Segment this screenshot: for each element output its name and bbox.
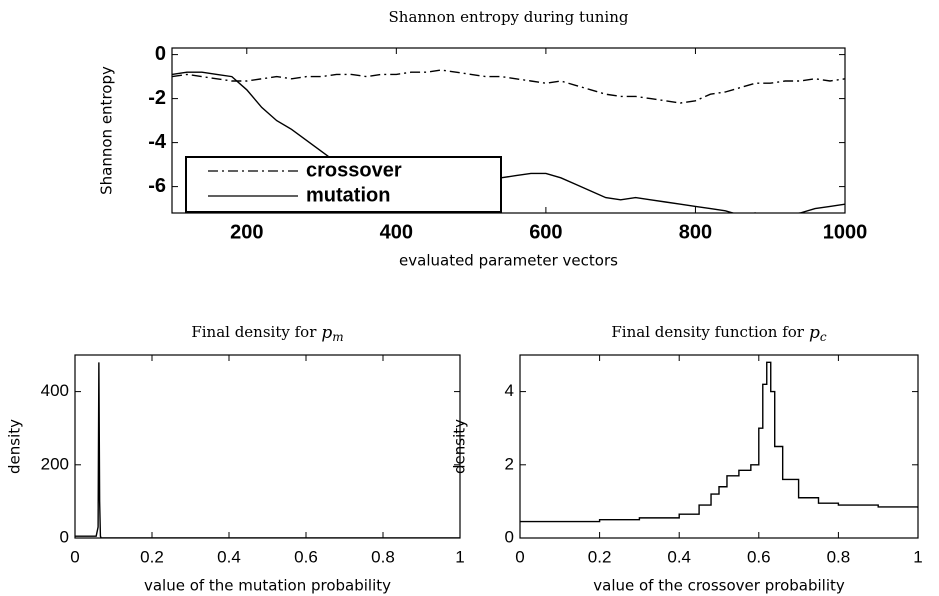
- y-tick-label: 200: [41, 454, 69, 473]
- x-tick-label: 0.4: [217, 547, 241, 566]
- legend-label: mutation: [306, 184, 390, 206]
- chart-title: Shannon entropy during tuning: [389, 8, 629, 26]
- x-tick-label: 0: [70, 547, 79, 566]
- y-axis-label: density: [6, 419, 24, 474]
- y-axis-label: Shannon entropy: [98, 66, 116, 195]
- x-tick-label: 0.4: [667, 547, 691, 566]
- series-line: [75, 362, 460, 538]
- x-tick-label: 0.2: [140, 547, 164, 566]
- title-symbol: p: [809, 323, 820, 343]
- series-line: [172, 71, 845, 213]
- title-subscript: c: [820, 330, 827, 344]
- x-axis-label: value of the mutation probability: [144, 577, 391, 595]
- title-text: Final density function for: [611, 323, 804, 341]
- plot-frame: [171, 47, 846, 214]
- x-tick-label: 0.8: [371, 547, 395, 566]
- x-tick-label: 0.8: [827, 547, 851, 566]
- x-tick-label: 1: [455, 547, 464, 566]
- title-text: Final density for: [191, 323, 317, 341]
- y-tick-label: 400: [41, 381, 69, 400]
- y-tick-label: -2: [148, 87, 166, 109]
- title-text: Shannon entropy during tuning: [389, 8, 629, 26]
- y-tick-label: -6: [148, 175, 166, 197]
- y-axis-label: density: [451, 419, 469, 474]
- x-tick-label: 0.6: [747, 547, 771, 566]
- x-tick-label: 0: [515, 547, 524, 566]
- x-tick-label: 0.2: [588, 547, 612, 566]
- legend-box: [185, 156, 502, 213]
- x-tick-label: 0.6: [294, 547, 318, 566]
- series-line: [172, 69, 845, 104]
- y-tick-label: -4: [148, 131, 167, 153]
- title-subscript: m: [332, 330, 343, 344]
- x-axis-label: value of the crossover probability: [593, 577, 845, 595]
- series-line: [520, 361, 918, 523]
- x-tick-label: 600: [529, 221, 562, 243]
- y-tick-label: 0: [155, 43, 166, 65]
- title-symbol: p: [321, 323, 332, 343]
- x-tick-label: 1000: [823, 221, 868, 243]
- x-axis-label: evaluated parameter vectors: [399, 252, 618, 270]
- legend-label: crossover: [306, 159, 402, 181]
- y-tick-label: 0: [60, 527, 69, 546]
- chart-title: Final density function for pc: [611, 323, 826, 344]
- y-tick-label: 2: [505, 454, 514, 473]
- x-tick-label: 400: [380, 221, 413, 243]
- x-tick-label: 1: [913, 547, 922, 566]
- x-tick-label: 800: [679, 221, 712, 243]
- chart-title: Final density for pm: [191, 323, 343, 344]
- x-tick-label: 200: [230, 221, 263, 243]
- plot-frame: [74, 354, 461, 539]
- y-tick-label: 4: [505, 381, 514, 400]
- y-tick-label: 0: [505, 527, 514, 546]
- plot-frame: [519, 354, 919, 539]
